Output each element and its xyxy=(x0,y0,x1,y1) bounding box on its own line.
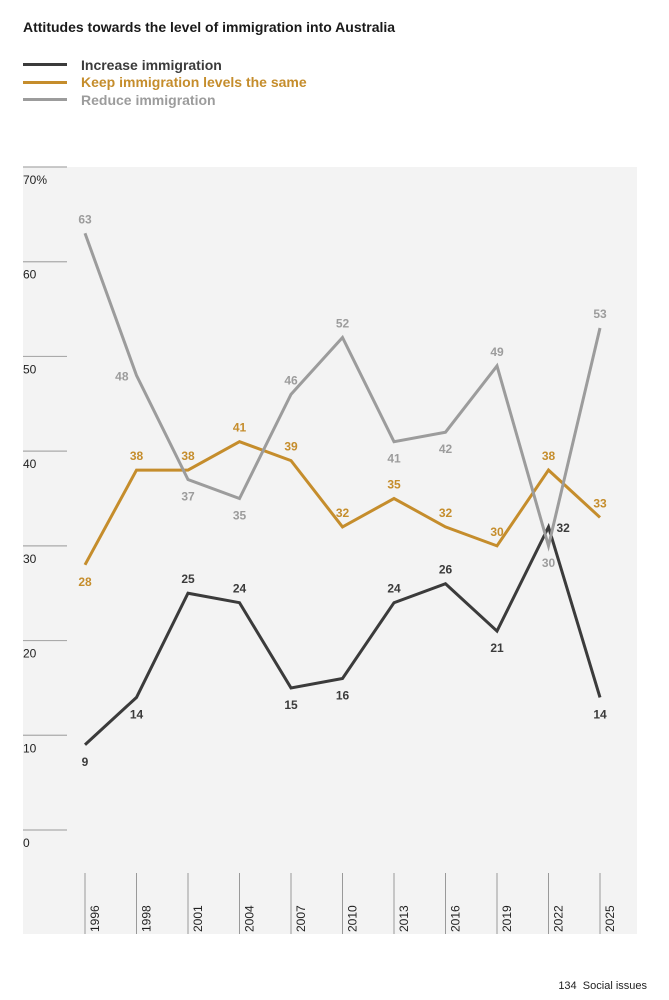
data-label: 53 xyxy=(593,307,607,321)
legend: Increase immigration Keep immigration le… xyxy=(23,56,307,109)
legend-item-reduce: Reduce immigration xyxy=(23,91,307,109)
data-label: 41 xyxy=(233,421,247,435)
data-label: 32 xyxy=(557,521,571,535)
legend-swatch xyxy=(23,80,67,84)
y-tick-label: 20 xyxy=(23,647,37,661)
legend-label: Reduce immigration xyxy=(81,91,216,108)
y-tick-label: 50 xyxy=(23,362,37,376)
data-label: 15 xyxy=(284,698,298,712)
data-label: 37 xyxy=(181,490,195,504)
data-label: 35 xyxy=(387,478,401,492)
data-label: 14 xyxy=(130,707,144,721)
data-label: 16 xyxy=(336,688,350,702)
y-tick-label: 0 xyxy=(23,836,30,850)
data-label: 46 xyxy=(284,373,298,387)
legend-label: Increase immigration xyxy=(81,56,222,73)
x-tick-label: 2016 xyxy=(449,905,463,932)
chart-title: Attitudes towards the level of immigrati… xyxy=(23,19,396,35)
data-label: 25 xyxy=(181,572,195,586)
series-line-0 xyxy=(83,522,602,746)
x-tick-label: 2007 xyxy=(294,905,308,932)
legend-item-keep: Keep immigration levels the same xyxy=(23,74,307,92)
y-tick-label: 10 xyxy=(23,741,37,755)
data-label: 48 xyxy=(115,369,129,383)
data-label: 32 xyxy=(439,506,453,520)
legend-item-increase: Increase immigration xyxy=(23,56,307,74)
data-label: 35 xyxy=(233,509,247,523)
page-number: 134 xyxy=(558,980,577,992)
data-label: 63 xyxy=(78,212,92,226)
x-tick-label: 2010 xyxy=(346,905,360,932)
y-tick-label: 30 xyxy=(23,552,37,566)
x-tick-label: 1998 xyxy=(140,905,154,932)
data-label: 26 xyxy=(439,563,453,577)
data-label: 52 xyxy=(336,316,350,330)
data-label: 24 xyxy=(233,582,247,596)
y-tick-label: 60 xyxy=(23,268,37,282)
x-tick-label: 2001 xyxy=(191,905,205,932)
x-tick-label: 2022 xyxy=(552,905,566,932)
legend-label: Keep immigration levels the same xyxy=(81,74,307,91)
data-label: 42 xyxy=(439,442,453,456)
legend-swatch xyxy=(23,98,67,102)
data-label: 24 xyxy=(387,582,401,596)
x-tick-label: 2004 xyxy=(243,905,257,932)
data-label: 38 xyxy=(181,449,195,463)
series-line-1 xyxy=(83,440,602,566)
data-label: 21 xyxy=(490,641,504,655)
y-tick-label: 40 xyxy=(23,457,37,471)
x-tick-label: 2019 xyxy=(500,905,514,932)
data-label: 9 xyxy=(82,755,89,769)
x-tick-label: 2025 xyxy=(603,905,617,932)
plot-background xyxy=(23,167,637,934)
page-footer: 134 Social issues xyxy=(558,980,647,992)
data-label: 28 xyxy=(78,575,92,589)
data-label: 30 xyxy=(542,556,556,570)
data-label: 38 xyxy=(130,449,144,463)
legend-swatch xyxy=(23,63,67,67)
data-label: 38 xyxy=(542,449,556,463)
data-label: 41 xyxy=(387,452,401,466)
data-label: 32 xyxy=(336,506,350,520)
series-line-2 xyxy=(83,232,602,552)
data-label: 33 xyxy=(593,496,607,510)
y-tick-label: 70% xyxy=(23,173,47,187)
section-name: Social issues xyxy=(582,980,647,992)
data-label: 14 xyxy=(593,707,607,721)
data-label: 30 xyxy=(490,525,504,539)
x-tick-label: 2013 xyxy=(397,905,411,932)
data-label: 49 xyxy=(490,345,504,359)
x-tick-label: 1996 xyxy=(88,905,102,932)
data-label: 39 xyxy=(284,440,298,454)
